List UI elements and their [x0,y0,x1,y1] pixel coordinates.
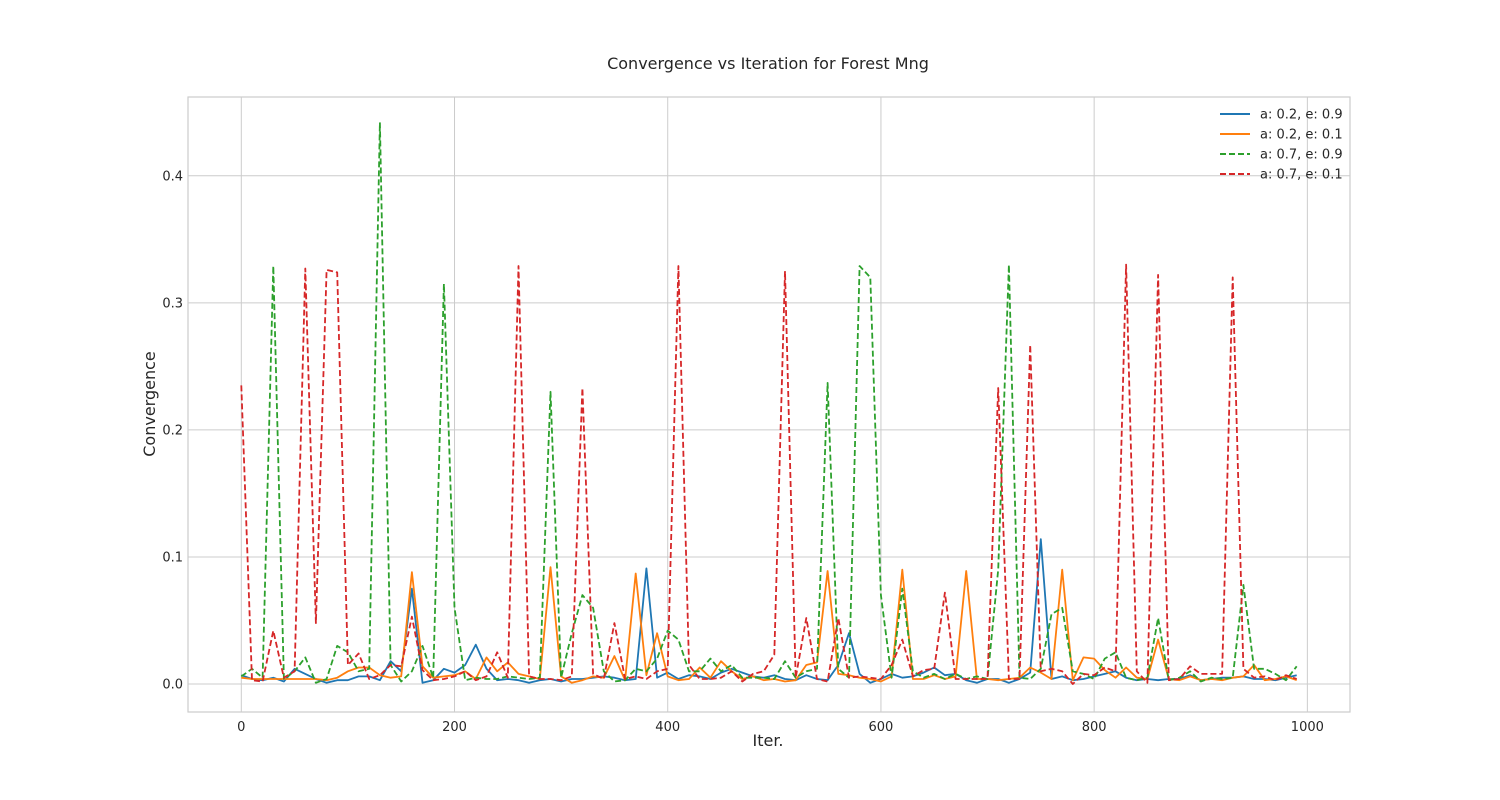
y-tick-labels: 0.0 0.1 0.2 0.3 0.4 [162,169,183,692]
legend-label-4: a: 0.7, e: 0.1 [1260,168,1343,183]
series-line-4 [240,263,1298,685]
x-tick-label: 800 [1082,720,1107,735]
series-line-2 [241,566,1298,684]
x-tick-label: 200 [442,720,467,735]
series-line-1 [240,538,1297,684]
x-tick-label: 600 [869,720,894,735]
grid-lines [188,97,1350,712]
y-tick-label: 0.3 [162,296,183,311]
series-line-3 [240,121,1298,684]
y-axis-label: Convergence [140,351,159,457]
y-tick-label: 0.4 [162,169,183,184]
x-tick-label: 0 [237,720,245,735]
legend-label-3: a: 0.7, e: 0.9 [1260,148,1343,163]
plot-frame [187,96,1351,713]
x-tick-label: 400 [655,720,680,735]
y-tick-label: 0.1 [162,550,183,565]
y-tick-label: 0.2 [162,423,183,438]
series-layer [240,121,1298,685]
chart-title: Convergence vs Iteration for Forest Mng [607,54,929,73]
x-tick-label: 1000 [1291,720,1324,735]
legend: a: 0.2, e: 0.9 a: 0.2, e: 0.1 a: 0.7, e: 0… [1220,108,1343,183]
legend-label-2: a: 0.2, e: 0.1 [1260,128,1343,143]
legend-label-1: a: 0.2, e: 0.9 [1260,108,1343,123]
x-tick-labels: 0 200 400 600 800 1000 [237,720,1324,735]
y-tick-label: 0.0 [162,678,183,693]
x-axis-label: Iter. [752,731,783,750]
